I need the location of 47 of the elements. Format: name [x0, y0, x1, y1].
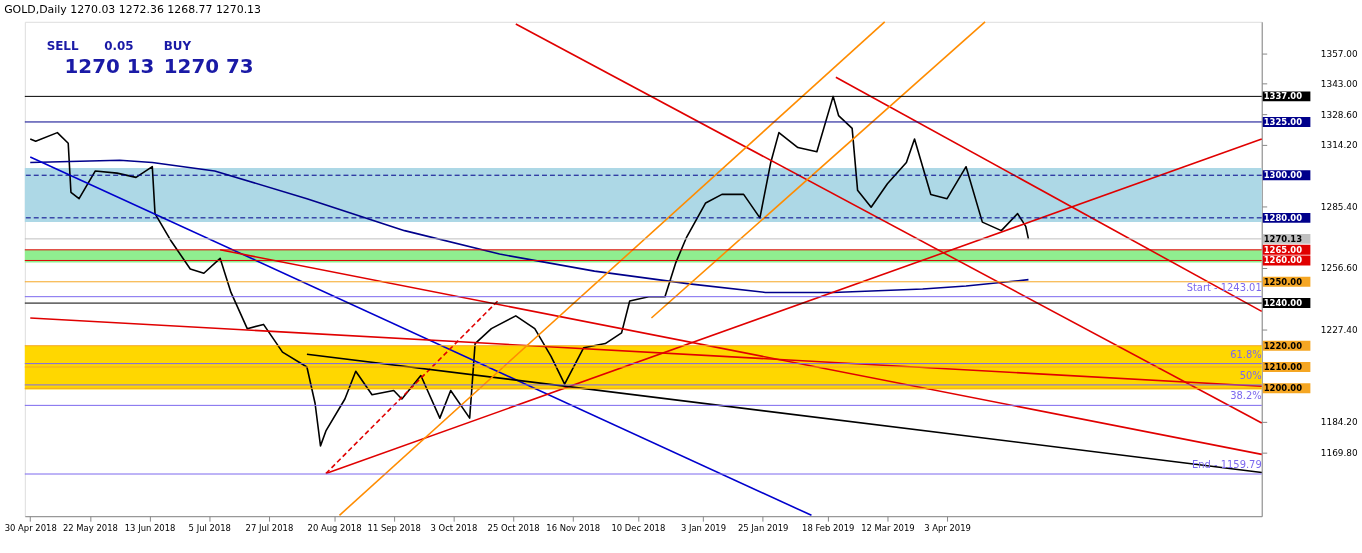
ref-line-label: 1280.00 — [1263, 212, 1303, 223]
ref-line-label: 1220.00 — [1263, 340, 1303, 351]
y-tick-label: 1169.80 — [1320, 448, 1359, 459]
annotation: 1270 73 — [163, 55, 254, 79]
annotation: 0.05 — [104, 38, 134, 53]
ref-line-label: 1210.00 — [1263, 361, 1303, 372]
x-tick-label: 11 Sep 2018 — [367, 522, 421, 533]
ref-line-label: 1270.13 — [1263, 233, 1303, 244]
annotation: 1270 13 — [64, 55, 155, 79]
y-tick-label: 1343.00 — [1320, 79, 1359, 90]
y-tick-label: 1285.40 — [1320, 201, 1359, 212]
y-tick-label: 1227.40 — [1320, 325, 1359, 336]
x-tick-label: 27 Jul 2018 — [245, 522, 294, 533]
x-tick-label: 16 Nov 2018 — [546, 522, 601, 533]
ref-line-label: 1325.00 — [1263, 116, 1303, 127]
y-tick-label: 1328.60 — [1320, 109, 1359, 120]
ref-line-label: 1240.00 — [1263, 298, 1303, 309]
x-tick-label: 5 Jul 2018 — [188, 522, 231, 533]
y-tick-label: 1314.20 — [1320, 140, 1359, 151]
ref-line-label: 1260.00 — [1263, 255, 1303, 266]
x-tick-label: 25 Jan 2019 — [737, 522, 789, 533]
chart-title: GOLD,Daily 1270.03 1272.36 1268.77 1270.13 — [4, 3, 262, 17]
y-tick-label: 1357.00 — [1320, 49, 1359, 60]
y-tick-label: 1184.20 — [1320, 417, 1359, 428]
annotation: SELL — [46, 38, 79, 53]
annotation: 38.2% — [1230, 390, 1262, 402]
ref-line-label: 1200.00 — [1263, 383, 1303, 394]
x-tick-label: 13 Jun 2018 — [124, 522, 176, 533]
x-tick-label: 10 Dec 2018 — [611, 522, 666, 533]
annotation: 61.8% — [1230, 348, 1262, 360]
x-tick-label: 30 Apr 2018 — [4, 522, 57, 533]
x-tick-label: 25 Oct 2018 — [487, 522, 540, 533]
y-tick-label: 1256.60 — [1320, 263, 1359, 274]
x-tick-label: 20 Aug 2018 — [307, 522, 362, 533]
annotation: BUY — [163, 38, 192, 53]
ref-line-label: 1337.00 — [1263, 91, 1303, 102]
ref-line-label: 1265.00 — [1263, 244, 1303, 255]
annotation: Start - 1243.01 — [1186, 281, 1262, 293]
ref-line-label: 1300.00 — [1263, 170, 1303, 181]
x-tick-label: 18 Feb 2019 — [802, 522, 855, 533]
x-tick-label: 3 Jan 2019 — [680, 522, 727, 533]
annotation: 50% — [1239, 369, 1262, 381]
x-tick-label: 3 Apr 2019 — [924, 522, 971, 533]
x-tick-label: 12 Mar 2019 — [861, 522, 915, 533]
ref-line-label: 1250.00 — [1263, 276, 1303, 287]
x-tick-label: 22 May 2018 — [62, 522, 118, 533]
x-tick-label: 3 Oct 2018 — [430, 522, 478, 533]
